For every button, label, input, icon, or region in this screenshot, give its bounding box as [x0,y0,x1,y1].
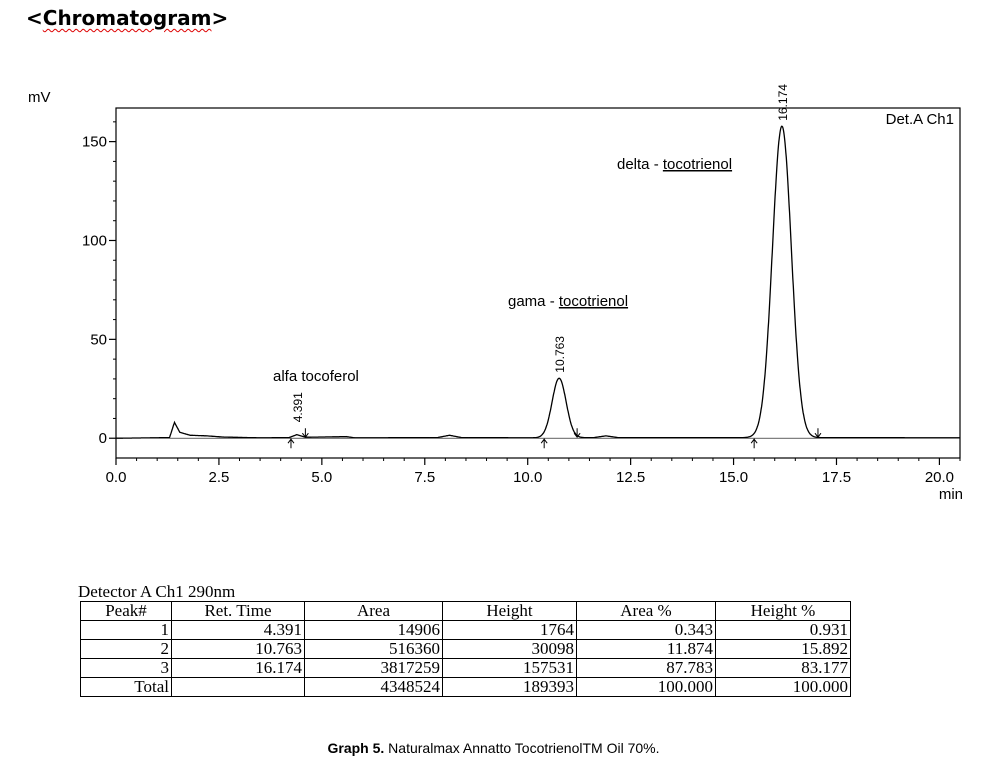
cell: 83.177 [715,658,851,678]
y-tick-label: 100 [82,232,107,249]
x-tick-label: 0.0 [106,469,127,486]
x-axis-label: min [939,486,963,503]
col-height: Height [442,601,577,621]
y-tick-label: 50 [90,331,107,348]
cell: 15.892 [715,639,851,659]
col-height-pct: Height % [715,601,851,621]
cell: 87.783 [576,658,716,678]
cell: 157531 [442,658,577,678]
cell: 3817259 [304,658,443,678]
cell: 11.874 [576,639,716,659]
compound-label: gama - tocotrienol [508,293,628,310]
retention-time-label: 4.391 [291,392,305,422]
chromatogram-chart: mV Det.A Ch1 min 0 50 100 150 0.0 2.5 5.0 7.5 10.0 1… [28,84,963,503]
x-tick-label: 20.0 [925,469,954,486]
col-area: Area [304,601,443,621]
cell: 16.174 [171,658,305,678]
x-tick-label: 2.5 [208,469,229,486]
integration-start-mark [540,438,548,449]
x-tick-label: 15.0 [719,469,748,486]
table-row: 2 10.763 516360 30098 11.874 15.892 [80,639,851,659]
integration-start-mark [287,438,295,449]
y-tick-label: 0 [99,430,107,447]
cell: 100.000 [576,677,716,697]
y-axis-label: mV [28,89,51,106]
compound-label: alfa tocoferol [273,368,359,385]
compound-label: delta - tocotrienol [617,156,732,173]
table-row: 3 16.174 3817259 157531 87.783 83.177 [80,658,851,678]
x-tick-label: 12.5 [616,469,645,486]
cell: 10.763 [171,639,305,659]
cell: 1764 [442,620,577,640]
table-row: 1 4.391 14906 1764 0.343 0.931 [80,620,851,640]
plot-frame [115,107,961,459]
x-tick-label: 10.0 [513,469,542,486]
cell: 516360 [304,639,443,659]
cell: 2 [80,639,172,659]
detector-title: Detector A Ch1 290nm [78,582,236,601]
table-header-row: Peak# Ret. Time Area Height Area % Heigh… [80,601,851,621]
cell: 0.343 [576,620,716,640]
y-tick-label: 150 [82,134,107,151]
integration-end-mark [814,428,822,439]
cell: 4348524 [304,677,443,697]
retention-time-label: 16.174 [776,84,790,121]
cell: 0.931 [715,620,851,640]
heading-word: Chromatogram [42,6,212,30]
cell: 14906 [304,620,443,640]
cell: 189393 [442,677,577,697]
integration-end-mark [301,428,309,439]
col-area-pct: Area % [576,601,716,621]
col-peak: Peak# [80,601,172,621]
integration-end-mark [573,428,581,439]
x-tick-label: 17.5 [822,469,851,486]
cell: 30098 [442,639,577,659]
cell: 100.000 [715,677,851,697]
x-tick-label: 7.5 [414,469,435,486]
col-ret-time: Ret. Time [171,601,305,621]
cell: 3 [80,658,172,678]
cell [171,677,305,697]
retention-time-label: 10.763 [553,336,567,373]
cell: Total [80,677,172,697]
table-total-row: Total 4348524 189393 100.000 100.000 [80,677,851,697]
integration-start-mark [750,438,758,449]
x-tick-label: 5.0 [311,469,332,486]
cell: 1 [80,620,172,640]
peak-table: Peak# Ret. Time Area Height Area % Heigh… [80,601,851,697]
figure-caption: Graph 5. Naturalmax Annatto TocotrienolT… [327,740,660,756]
detector-label: Det.A Ch1 [886,111,954,128]
signal-trace [116,125,960,439]
page-heading: <Chromatogram> [26,6,229,30]
cell: 4.391 [171,620,305,640]
